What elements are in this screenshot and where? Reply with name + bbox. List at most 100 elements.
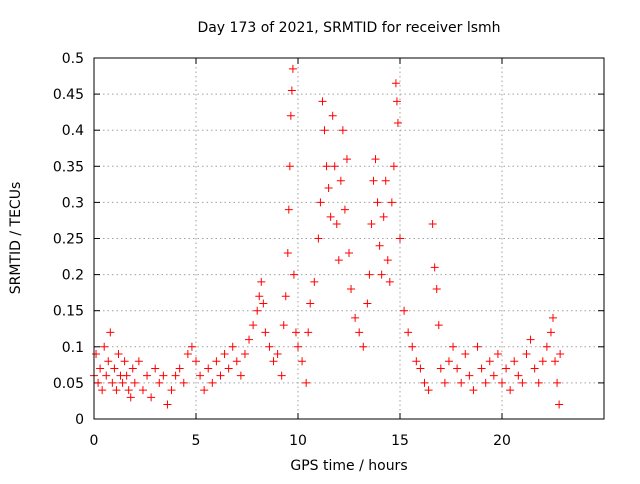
data-point	[306, 299, 315, 308]
x-tick-label: 5	[192, 433, 201, 449]
data-point	[538, 357, 547, 366]
data-point	[269, 357, 278, 366]
data-point	[118, 378, 127, 387]
data-point	[342, 155, 351, 164]
data-point	[473, 342, 482, 351]
data-point	[336, 176, 345, 185]
data-point	[94, 378, 103, 387]
data-point	[126, 393, 135, 402]
data-point	[453, 364, 462, 373]
data-point	[110, 364, 119, 373]
data-point	[506, 386, 515, 395]
data-point	[163, 400, 172, 409]
data-point	[124, 386, 133, 395]
data-point	[477, 364, 486, 373]
data-point	[326, 212, 335, 221]
data-point	[147, 393, 156, 402]
data-point	[261, 328, 270, 337]
data-point	[485, 357, 494, 366]
data-point	[192, 357, 200, 366]
data-point	[553, 378, 562, 387]
data-point	[200, 386, 209, 395]
y-tick-label: 0.15	[53, 304, 84, 320]
y-tick-label: 0.45	[53, 87, 84, 103]
data-point	[385, 277, 394, 286]
data-point	[257, 277, 266, 286]
data-point	[396, 234, 404, 243]
data-point	[298, 357, 307, 366]
data-point	[444, 357, 453, 366]
data-point	[277, 371, 286, 380]
x-tick-label: 15	[391, 433, 409, 449]
data-point	[322, 162, 331, 171]
data-point	[304, 328, 313, 337]
data-point	[143, 371, 152, 380]
point-layer	[90, 64, 565, 409]
data-point	[294, 342, 302, 351]
data-point	[373, 198, 382, 207]
data-point	[289, 270, 298, 279]
data-point	[285, 162, 294, 171]
data-point	[440, 378, 449, 387]
data-point	[367, 220, 376, 229]
y-tick-label: 0.35	[53, 159, 84, 175]
data-point	[518, 378, 527, 387]
data-point	[287, 86, 296, 95]
data-point	[334, 256, 343, 265]
data-point	[316, 198, 325, 207]
data-point	[434, 321, 443, 330]
data-point	[534, 378, 543, 387]
data-point	[330, 162, 339, 171]
data-point	[555, 400, 564, 409]
data-point	[314, 234, 323, 243]
grid-layer	[94, 58, 604, 419]
data-point	[498, 378, 506, 387]
data-point	[379, 212, 388, 221]
data-point	[122, 371, 131, 380]
data-point	[196, 371, 205, 380]
data-point	[224, 364, 233, 373]
data-point	[461, 350, 470, 359]
data-point	[236, 371, 245, 380]
data-point	[416, 364, 425, 373]
x-axis-label: GPS time / hours	[290, 458, 407, 474]
data-point	[389, 162, 398, 171]
data-point	[408, 342, 417, 351]
data-point	[253, 306, 262, 315]
data-point	[216, 371, 225, 380]
data-point	[404, 328, 413, 337]
data-point	[106, 328, 115, 337]
data-point	[363, 299, 372, 308]
data-point	[279, 321, 288, 330]
y-tick-label: 0.1	[62, 340, 84, 356]
data-point	[355, 328, 364, 337]
data-point	[481, 378, 490, 387]
data-point	[400, 306, 409, 315]
data-point	[204, 364, 213, 373]
data-point	[510, 357, 519, 366]
data-point	[104, 357, 113, 366]
data-point	[449, 342, 458, 351]
data-point	[332, 220, 341, 229]
data-point	[159, 371, 168, 380]
data-point	[387, 198, 396, 207]
data-point	[318, 97, 327, 106]
data-point	[273, 350, 282, 359]
data-point	[220, 350, 229, 359]
data-point	[255, 292, 264, 301]
data-point	[288, 64, 297, 73]
data-point	[155, 378, 164, 387]
data-point	[324, 183, 333, 192]
y-tick-label: 0.5	[62, 51, 84, 67]
data-point	[465, 371, 474, 380]
x-tick-label: 20	[493, 433, 511, 449]
data-point	[469, 386, 478, 395]
data-point	[320, 126, 329, 135]
data-point	[436, 364, 445, 373]
data-point	[291, 328, 300, 337]
data-point	[134, 357, 143, 366]
data-point	[245, 335, 254, 344]
data-point	[549, 313, 557, 322]
y-axis-label: SRMTID / TECUs	[8, 182, 24, 295]
data-point	[175, 364, 184, 373]
